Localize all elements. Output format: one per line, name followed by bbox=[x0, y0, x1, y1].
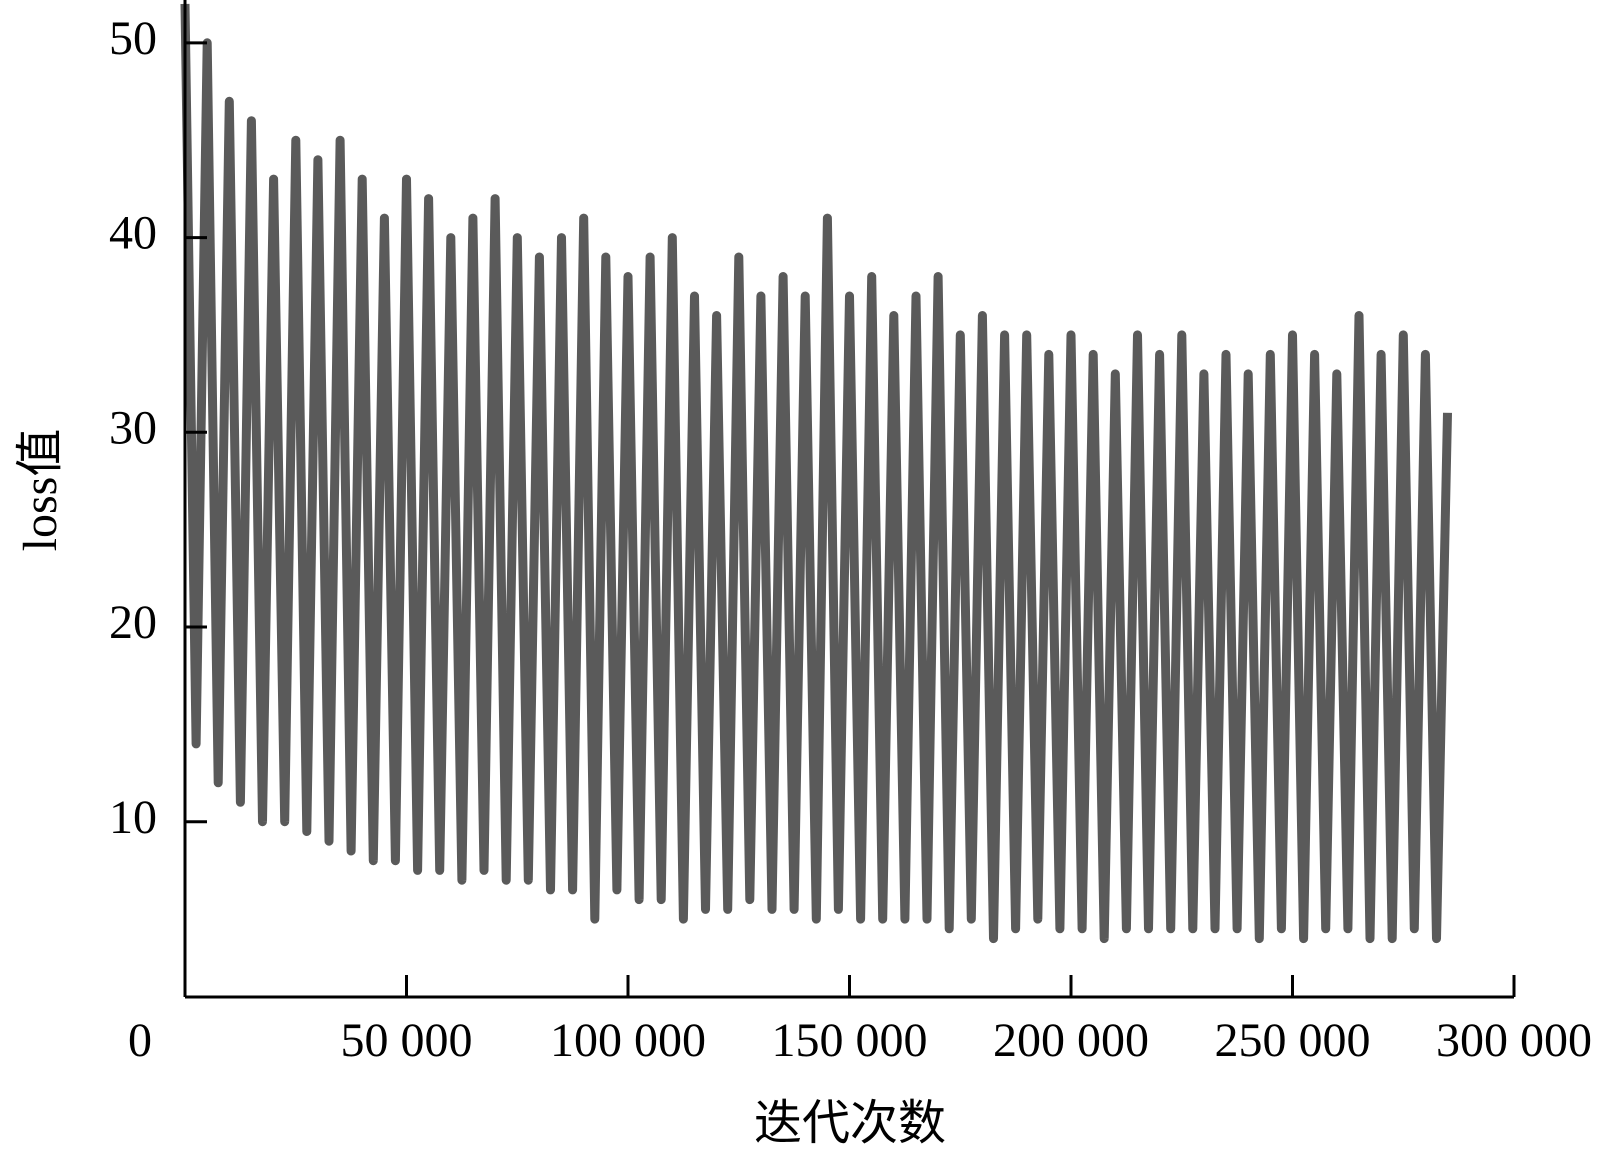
x-tick-label: 150 000 bbox=[772, 1014, 928, 1067]
x-tick-label: 200 000 bbox=[993, 1014, 1149, 1067]
x-tick-label: 0 bbox=[128, 1014, 152, 1067]
x-tick-label: 250 000 bbox=[1215, 1014, 1371, 1067]
x-tick-label: 100 000 bbox=[550, 1014, 706, 1067]
x-tick-label: 300 000 bbox=[1436, 1014, 1592, 1067]
x-axis-label: 迭代次数 bbox=[754, 1097, 946, 1150]
y-tick-label: 50 bbox=[109, 12, 157, 65]
x-tick-label: 50 000 bbox=[341, 1014, 473, 1067]
y-tick-label: 40 bbox=[109, 207, 157, 260]
loss-line bbox=[180, 3, 1452, 944]
y-tick-label: 20 bbox=[109, 596, 157, 649]
y-axis-label: loss值 bbox=[14, 429, 67, 552]
y-tick-label: 10 bbox=[109, 791, 157, 844]
y-tick-label: 30 bbox=[109, 401, 157, 454]
